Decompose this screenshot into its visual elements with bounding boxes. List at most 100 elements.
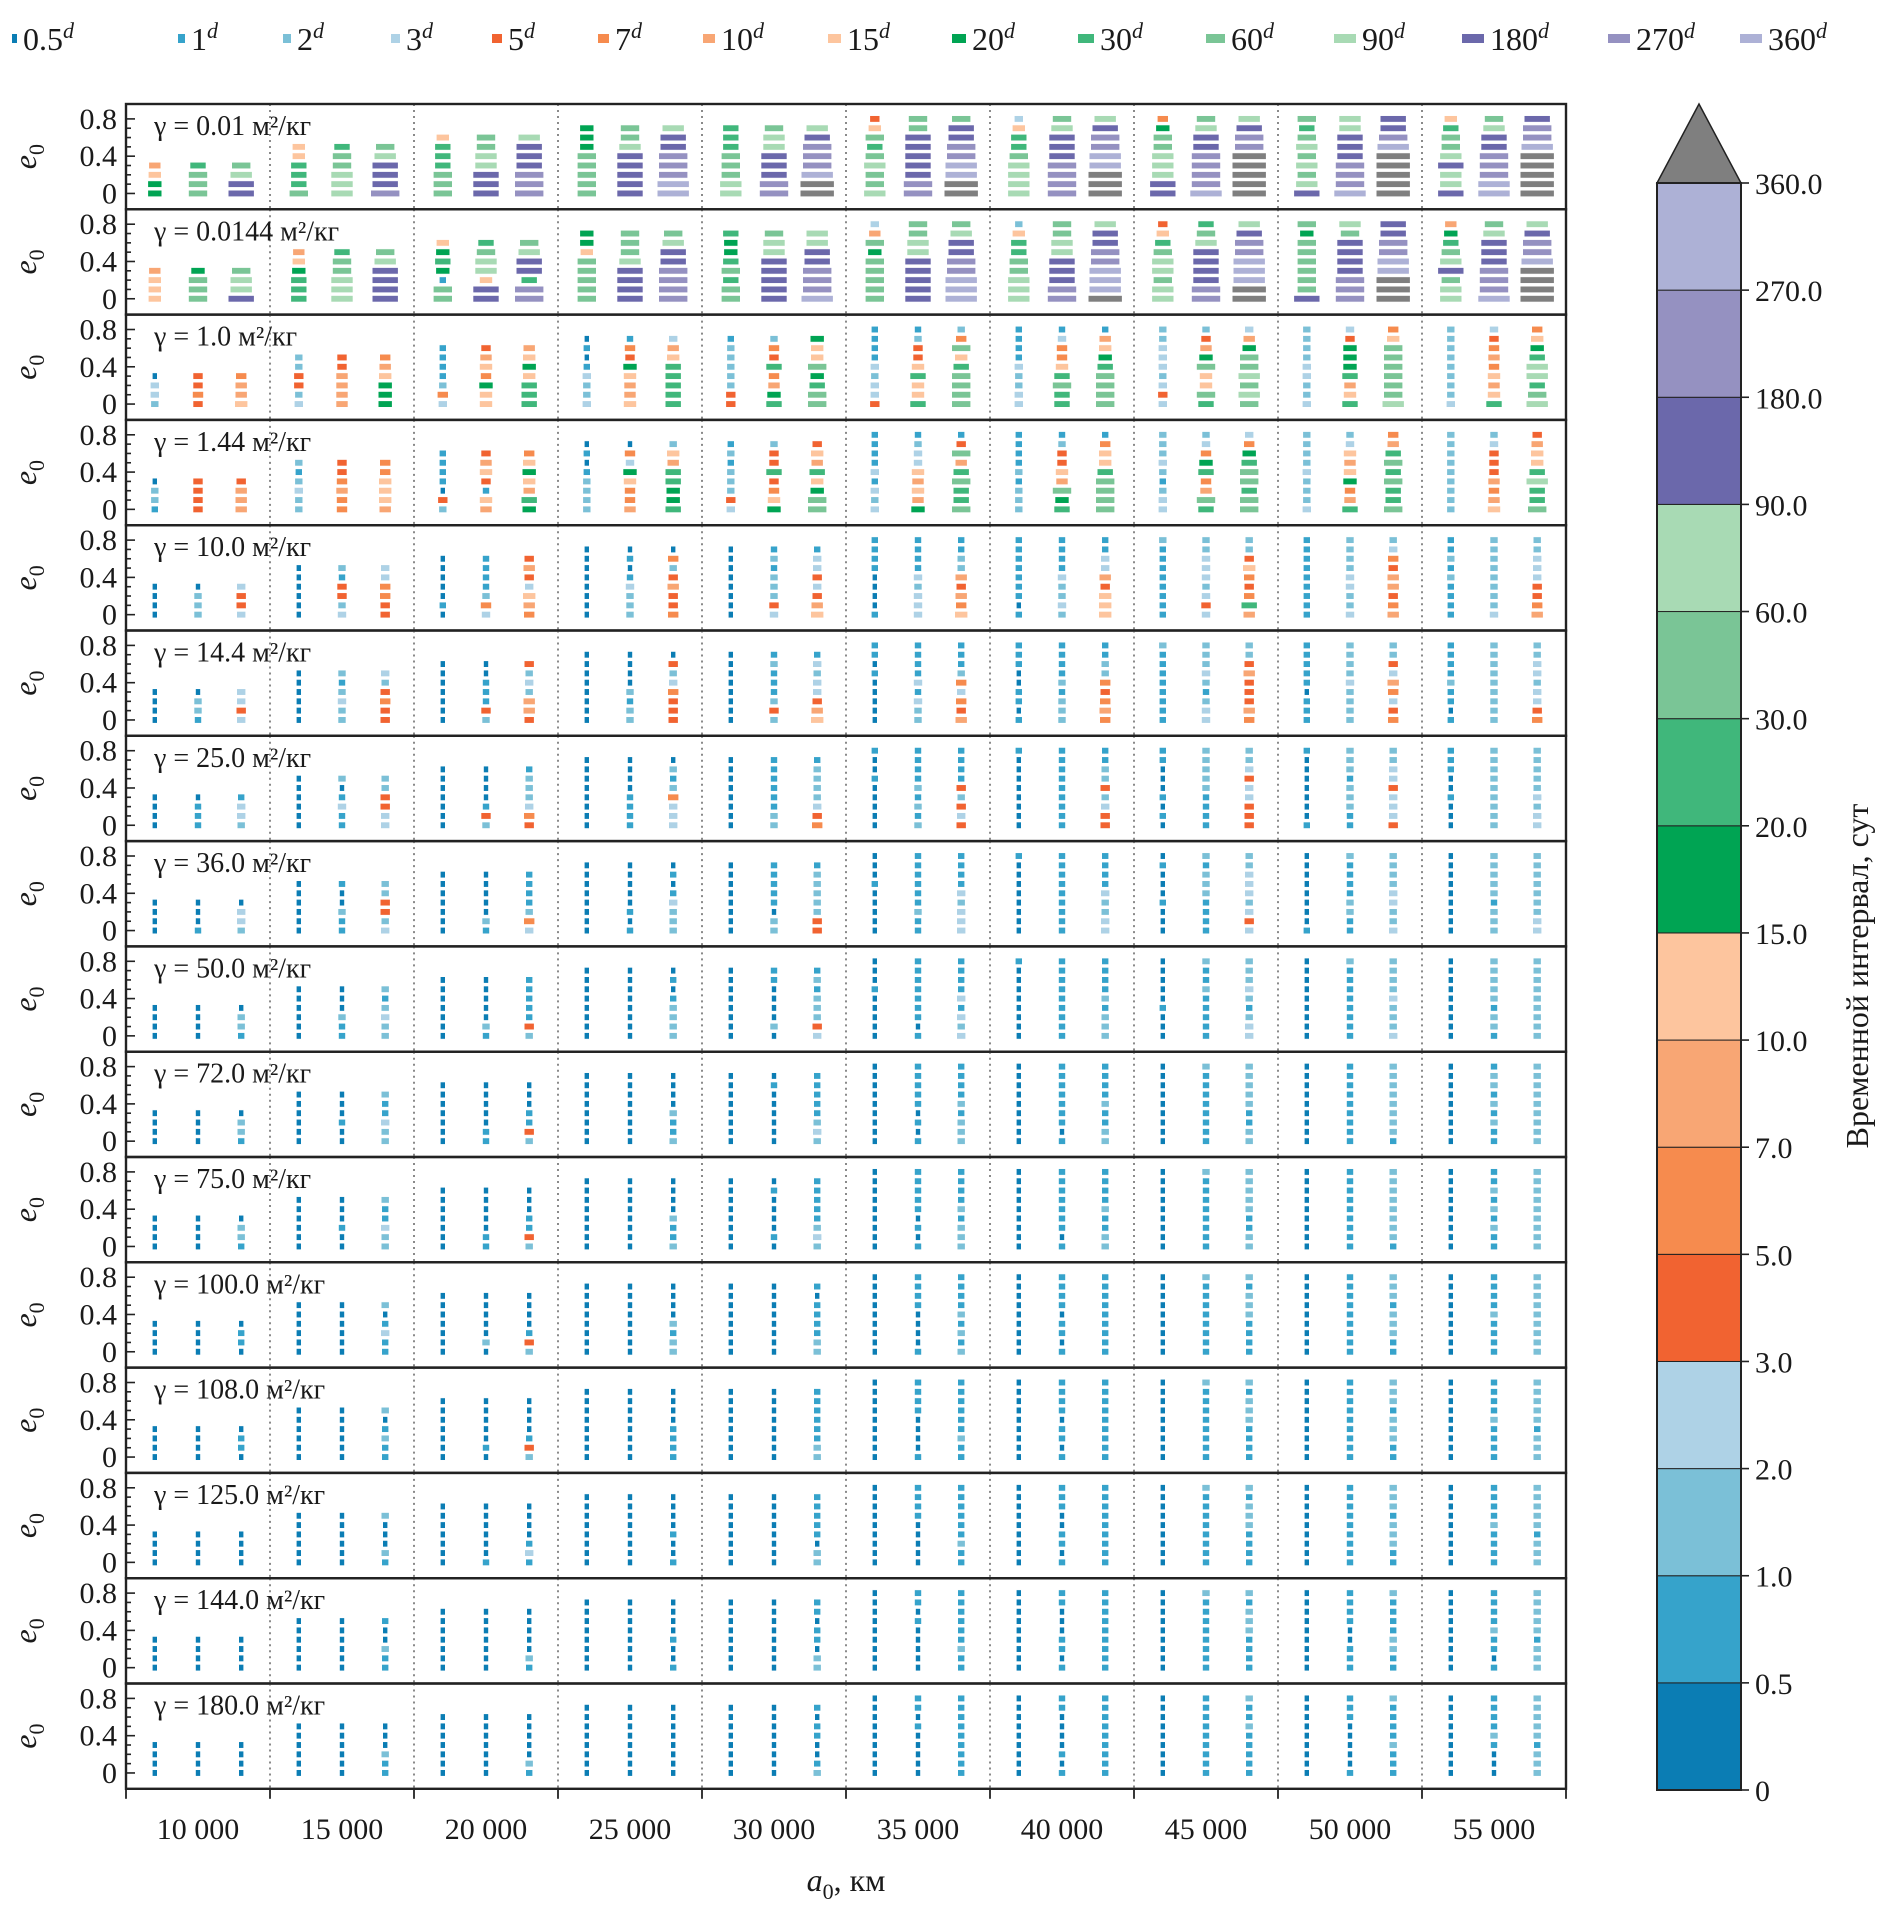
data-marker xyxy=(1047,161,1077,170)
data-marker xyxy=(957,1453,966,1461)
colorbar-tick-label: 3.0 xyxy=(1755,1346,1793,1379)
data-marker xyxy=(811,573,823,581)
data-marker xyxy=(235,601,247,609)
data-marker xyxy=(1489,641,1499,649)
data-marker xyxy=(667,688,680,696)
data-marker xyxy=(1489,1022,1499,1031)
data-marker xyxy=(483,1109,489,1117)
data-marker xyxy=(1304,1214,1310,1223)
data-marker xyxy=(1388,1320,1398,1328)
data-marker xyxy=(152,583,158,591)
data-marker xyxy=(903,189,933,198)
data-marker xyxy=(338,812,346,820)
data-marker xyxy=(295,1233,302,1241)
data-marker xyxy=(195,1032,201,1040)
data-marker xyxy=(1160,1013,1166,1021)
data-marker xyxy=(1058,1348,1066,1356)
data-marker xyxy=(915,1760,921,1768)
data-marker xyxy=(727,1224,734,1232)
data-marker xyxy=(1159,583,1167,591)
data-marker xyxy=(1053,400,1071,408)
data-marker xyxy=(1304,1301,1310,1309)
data-marker xyxy=(1490,1196,1498,1204)
data-marker xyxy=(1015,1013,1022,1021)
data-marker xyxy=(1340,229,1360,238)
data-marker xyxy=(949,229,973,238)
data-marker xyxy=(771,1301,777,1309)
data-marker xyxy=(668,1242,678,1251)
data-marker xyxy=(1304,1118,1310,1127)
data-marker xyxy=(957,1273,966,1281)
data-marker xyxy=(583,967,590,975)
data-marker xyxy=(522,487,536,495)
data-marker xyxy=(1448,1493,1454,1501)
data-marker xyxy=(914,325,922,334)
data-marker xyxy=(909,372,927,380)
data-marker xyxy=(670,545,677,553)
data-marker xyxy=(1101,1091,1109,1099)
data-marker xyxy=(1336,248,1364,256)
data-marker xyxy=(1489,688,1499,696)
data-marker xyxy=(522,459,537,467)
data-marker xyxy=(1448,852,1454,860)
data-marker xyxy=(625,583,635,591)
data-marker xyxy=(1532,1549,1542,1557)
data-marker xyxy=(1388,880,1398,888)
data-marker xyxy=(870,985,879,993)
data-marker xyxy=(1245,1636,1253,1644)
data-marker xyxy=(1243,697,1255,705)
data-marker xyxy=(1387,601,1399,609)
data-marker xyxy=(295,927,302,935)
data-marker xyxy=(381,1654,390,1662)
data-marker xyxy=(195,1109,201,1117)
data-marker xyxy=(1015,1530,1022,1538)
data-marker xyxy=(1058,555,1066,563)
data-marker xyxy=(525,1214,534,1223)
data-marker xyxy=(583,756,590,764)
data-marker xyxy=(472,171,500,179)
data-marker xyxy=(1447,564,1455,572)
data-marker xyxy=(195,1214,201,1223)
data-marker xyxy=(669,1558,678,1566)
data-marker xyxy=(583,821,590,829)
data-marker xyxy=(295,889,302,897)
data-marker xyxy=(670,1397,677,1405)
data-marker xyxy=(947,239,975,247)
data-marker xyxy=(812,765,822,773)
data-marker xyxy=(1160,1292,1166,1300)
data-marker xyxy=(914,1406,922,1415)
data-marker xyxy=(1442,239,1460,247)
data-marker xyxy=(1448,1484,1454,1492)
data-marker xyxy=(1202,1301,1210,1309)
data-marker xyxy=(1375,161,1411,170)
data-marker xyxy=(1052,115,1072,123)
data-marker xyxy=(1197,400,1215,408)
data-marker xyxy=(194,927,202,935)
data-marker xyxy=(813,1704,822,1712)
data-marker xyxy=(659,143,687,151)
data-marker xyxy=(1346,1540,1354,1548)
data-marker xyxy=(914,545,922,553)
data-marker xyxy=(869,468,880,476)
data-marker xyxy=(1304,1502,1310,1510)
data-marker xyxy=(1244,899,1254,907)
data-marker xyxy=(871,1128,878,1136)
data-marker xyxy=(1015,1301,1022,1309)
data-marker xyxy=(479,496,493,504)
data-marker xyxy=(1448,985,1454,993)
data-marker xyxy=(914,669,922,677)
data-marker xyxy=(1159,679,1167,687)
data-marker xyxy=(236,583,246,591)
data-marker xyxy=(339,1558,345,1566)
data-marker xyxy=(627,1558,633,1566)
data-marker xyxy=(1439,257,1463,266)
data-marker xyxy=(914,1100,922,1108)
colorbar-tick-label: 1.0 xyxy=(1755,1561,1793,1594)
data-marker xyxy=(525,871,534,879)
data-marker xyxy=(1087,180,1123,188)
data-marker xyxy=(583,880,590,888)
data-marker xyxy=(576,295,597,303)
data-marker xyxy=(1058,899,1066,907)
data-marker xyxy=(188,180,208,188)
data-marker xyxy=(1447,651,1455,659)
